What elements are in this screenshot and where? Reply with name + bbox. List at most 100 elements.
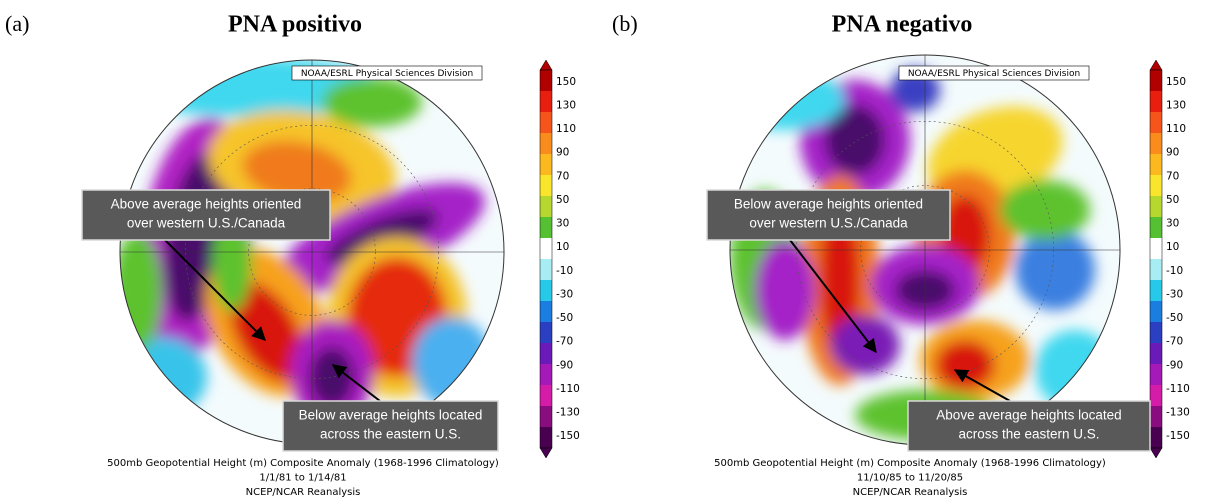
colorbar-swatch: [540, 322, 552, 344]
colorbar-label: 70: [1166, 170, 1179, 182]
anomaly-region: [755, 240, 815, 340]
colorbar-label: -50: [1166, 312, 1183, 324]
colorbar-frame: [539, 69, 553, 449]
annotation-text: Below average heights oriented: [734, 197, 923, 212]
colorbar-label: -50: [556, 312, 573, 324]
colorbar-swatch: [540, 343, 552, 365]
annotation-text: Above average heights oriented: [111, 197, 302, 212]
colorbar-swatch: [540, 238, 552, 260]
colorbar-swatch: [1150, 322, 1162, 344]
colorbar-swatch: [1150, 91, 1162, 113]
colorbar-swatch: [540, 385, 552, 407]
caption-line: 11/10/85 to 11/20/85: [857, 473, 963, 484]
annotation-arrow: [164, 239, 266, 341]
annotation-text: Above average heights located: [936, 408, 1121, 423]
panel-title: PNA positivo: [228, 12, 362, 38]
colorbar-swatch: [540, 301, 552, 323]
colorbar-swatch: [1150, 301, 1162, 323]
anomaly-region: [935, 340, 995, 390]
colorbar-label: 90: [556, 147, 569, 159]
colorbar-label: -10: [556, 265, 573, 277]
colorbar-cap: [1149, 59, 1163, 71]
source-text: NOAA/ESRL Physical Sciences Division: [908, 69, 1080, 79]
annotation-text: across the eastern U.S.: [958, 427, 1099, 442]
colorbar-label: 10: [1166, 241, 1179, 253]
colorbar-label: 130: [556, 99, 576, 111]
caption-line: NCEP/NCAR Reanalysis: [853, 487, 968, 497]
colorbar-frame: [1149, 69, 1163, 449]
colorbar-cap: [539, 59, 553, 71]
colorbar-swatch: [1150, 217, 1162, 239]
colorbar-label: 150: [556, 76, 576, 88]
annotation-arrow: [331, 364, 381, 402]
panel: (b) PNA negativo NOAA/ESRL Physical Scienc…: [612, 11, 1190, 497]
map: [120, 60, 504, 444]
anomaly-region: [825, 105, 885, 175]
panel: (a) PNA positivo NOAA/ESRL Physical Scienc…: [5, 11, 580, 497]
source-box: [898, 65, 1090, 81]
caption-line: 1/1/81 to 1/14/81: [259, 473, 346, 484]
colorbar-swatch: [540, 427, 552, 449]
panel-title: PNA negativo: [832, 12, 973, 38]
colorbar-label: -90: [1166, 359, 1183, 371]
anomaly-region: [229, 282, 305, 382]
annotation-text: across the eastern U.S.: [320, 427, 461, 442]
colorbar-swatch: [540, 259, 552, 281]
colorbar-swatch: [540, 154, 552, 176]
anomaly-region: [730, 70, 845, 130]
colorbar-swatch: [540, 175, 552, 197]
colorbar-label: 50: [556, 194, 569, 206]
panel-label: (a): [5, 11, 29, 36]
colorbar-swatch: [1150, 343, 1162, 365]
caption-line: 500mb Geopotential Height (m) Composite …: [714, 458, 1106, 469]
colorbar-swatch: [1150, 133, 1162, 155]
colorbar-swatch: [540, 406, 552, 428]
caption-line: NCEP/NCAR Reanalysis: [246, 487, 361, 497]
annotation-box: [282, 400, 499, 452]
colorbar-swatch: [1150, 175, 1162, 197]
colorbar-swatch: [540, 217, 552, 239]
colorbar-swatch: [1150, 196, 1162, 218]
colorbar-swatch: [1150, 427, 1162, 449]
colorbar-swatch: [540, 91, 552, 113]
colorbar-swatch: [1150, 238, 1162, 260]
anomaly-region: [120, 232, 162, 352]
map: [730, 55, 1120, 445]
anomaly-region: [1000, 180, 1090, 240]
colorbar-label: 50: [1166, 194, 1179, 206]
anomaly-region: [322, 77, 422, 127]
colorbar-label: -10: [1166, 265, 1183, 277]
colorbar-label: -70: [556, 336, 573, 348]
colorbar-label: 150: [1166, 76, 1186, 88]
panel-label: (b): [612, 11, 638, 36]
colorbar-label: 70: [556, 170, 569, 182]
colorbar-swatch: [540, 133, 552, 155]
colorbar-label: -110: [556, 383, 580, 395]
source-text: NOAA/ESRL Physical Sciences Division: [301, 69, 473, 79]
colorbar-label: 110: [1166, 123, 1186, 135]
colorbar-label: -30: [556, 288, 573, 300]
anomaly-region: [1035, 330, 1115, 410]
colorbar-label: 30: [556, 218, 569, 230]
colorbar-label: -110: [1166, 383, 1190, 395]
colorbar-label: -90: [556, 359, 573, 371]
colorbar-swatch: [540, 112, 552, 134]
anomaly-region: [242, 140, 352, 204]
colorbar-swatch: [1150, 154, 1162, 176]
colorbar-swatch: [1150, 385, 1162, 407]
colorbar-label: 90: [1166, 147, 1179, 159]
colorbar-cap: [1149, 447, 1163, 459]
colorbar-swatch: [1150, 406, 1162, 428]
colorbar-label: -70: [1166, 336, 1183, 348]
colorbar-swatch: [1150, 364, 1162, 386]
colorbar-label: 30: [1166, 218, 1179, 230]
annotation-arrow: [789, 239, 877, 354]
colorbar-swatch: [1150, 259, 1162, 281]
caption-line: 500mb Geopotential Height (m) Composite …: [107, 458, 499, 469]
colorbar-label: -150: [556, 430, 580, 442]
colorbar-label: -150: [1166, 430, 1190, 442]
colorbar-swatch: [540, 364, 552, 386]
colorbar-swatch: [540, 196, 552, 218]
colorbar-swatch: [540, 280, 552, 302]
